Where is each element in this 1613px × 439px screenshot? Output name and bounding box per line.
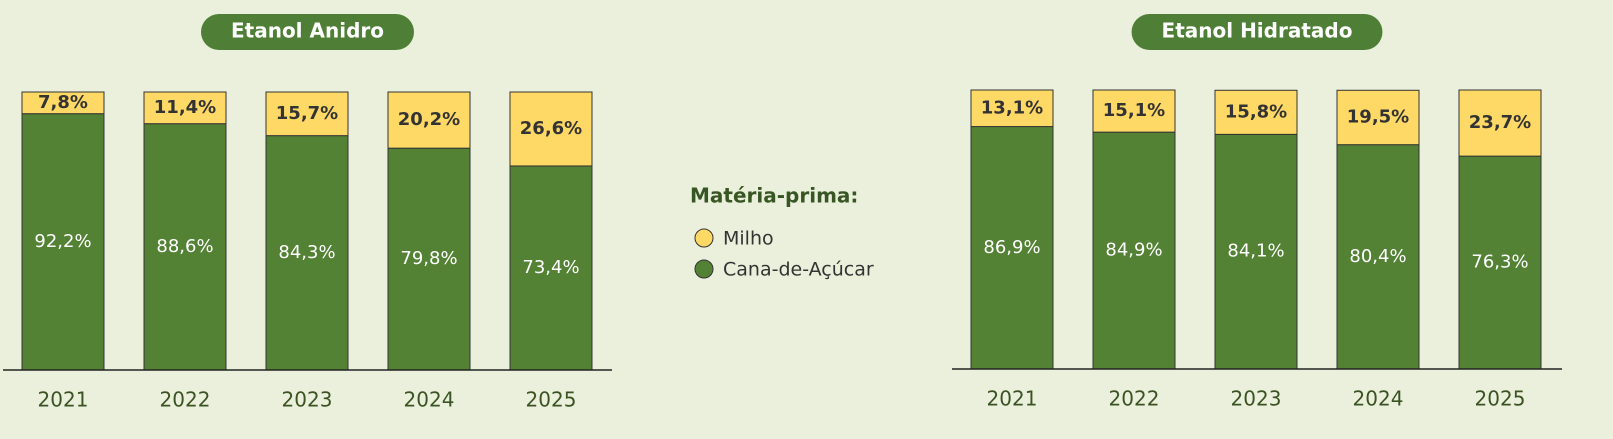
title-pill <box>1131 14 1383 50</box>
x-tick-label: 2022 <box>160 388 211 412</box>
legend-label: Milho <box>723 228 774 250</box>
value-label: 15,8% <box>1225 101 1287 122</box>
bar-segment <box>1214 89 1298 135</box>
bar-segment <box>970 126 1054 370</box>
chart-title: Etanol Hidratado <box>1162 19 1353 43</box>
bar-segment <box>1336 144 1420 370</box>
value-label: 15,1% <box>1103 100 1165 121</box>
x-tick-label: 2023 <box>282 388 333 412</box>
value-label: 76,3% <box>1471 252 1528 273</box>
value-label: 84,9% <box>1105 240 1162 261</box>
bar-segment <box>143 91 227 125</box>
x-tick-label: 2024 <box>1353 387 1404 411</box>
bar-segment <box>1214 133 1298 370</box>
value-label: 11,4% <box>154 97 216 118</box>
value-label: 86,9% <box>983 237 1040 258</box>
value-label: 84,1% <box>1227 241 1284 262</box>
bar-segment <box>509 165 593 371</box>
bar-segment <box>509 91 593 167</box>
value-label: 84,3% <box>278 242 335 263</box>
bar-segment <box>1092 131 1176 370</box>
legend-title: Matéria-prima: <box>690 184 858 208</box>
bar-segment <box>21 113 105 371</box>
value-label: 73,4% <box>522 257 579 278</box>
value-label: 19,5% <box>1347 106 1409 127</box>
value-label: 13,1% <box>981 97 1043 118</box>
value-label: 88,6% <box>156 236 213 257</box>
value-label: 79,8% <box>400 248 457 269</box>
bar-segment <box>1092 89 1176 133</box>
bar-segment <box>387 91 471 149</box>
value-label: 23,7% <box>1469 112 1531 133</box>
chart-title: Etanol Anidro <box>231 19 384 43</box>
value-label: 7,8% <box>38 92 88 113</box>
bar-segment <box>970 89 1054 128</box>
x-tick-label: 2025 <box>1475 387 1526 411</box>
x-tick-label: 2025 <box>526 388 577 412</box>
legend-swatch <box>694 259 714 279</box>
x-tick-label: 2021 <box>38 388 89 412</box>
value-label: 15,7% <box>276 103 338 124</box>
x-tick-label: 2024 <box>404 388 455 412</box>
bar-segment <box>265 91 349 137</box>
bar-segment <box>1458 155 1542 370</box>
x-tick-label: 2023 <box>1231 387 1282 411</box>
legend-swatch <box>694 228 714 248</box>
title-pill <box>200 14 415 50</box>
value-label: 80,4% <box>1349 246 1406 267</box>
x-tick-label: 2022 <box>1109 387 1160 411</box>
legend-label: Cana-de-Açúcar <box>723 259 874 281</box>
value-label: 20,2% <box>398 109 460 130</box>
bar-segment <box>387 147 471 371</box>
x-tick-label: 2021 <box>987 387 1038 411</box>
value-label: 26,6% <box>520 118 582 139</box>
bar-segment <box>1336 89 1420 146</box>
value-label: 92,2% <box>34 231 91 252</box>
bar-segment <box>143 123 227 371</box>
bar-segment <box>1458 89 1542 157</box>
bar-segment <box>21 91 105 115</box>
